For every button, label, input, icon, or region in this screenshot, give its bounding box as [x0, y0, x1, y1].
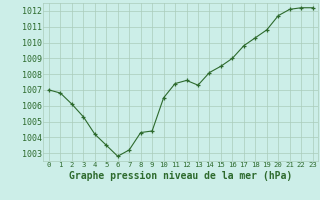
X-axis label: Graphe pression niveau de la mer (hPa): Graphe pression niveau de la mer (hPa)	[69, 171, 292, 181]
